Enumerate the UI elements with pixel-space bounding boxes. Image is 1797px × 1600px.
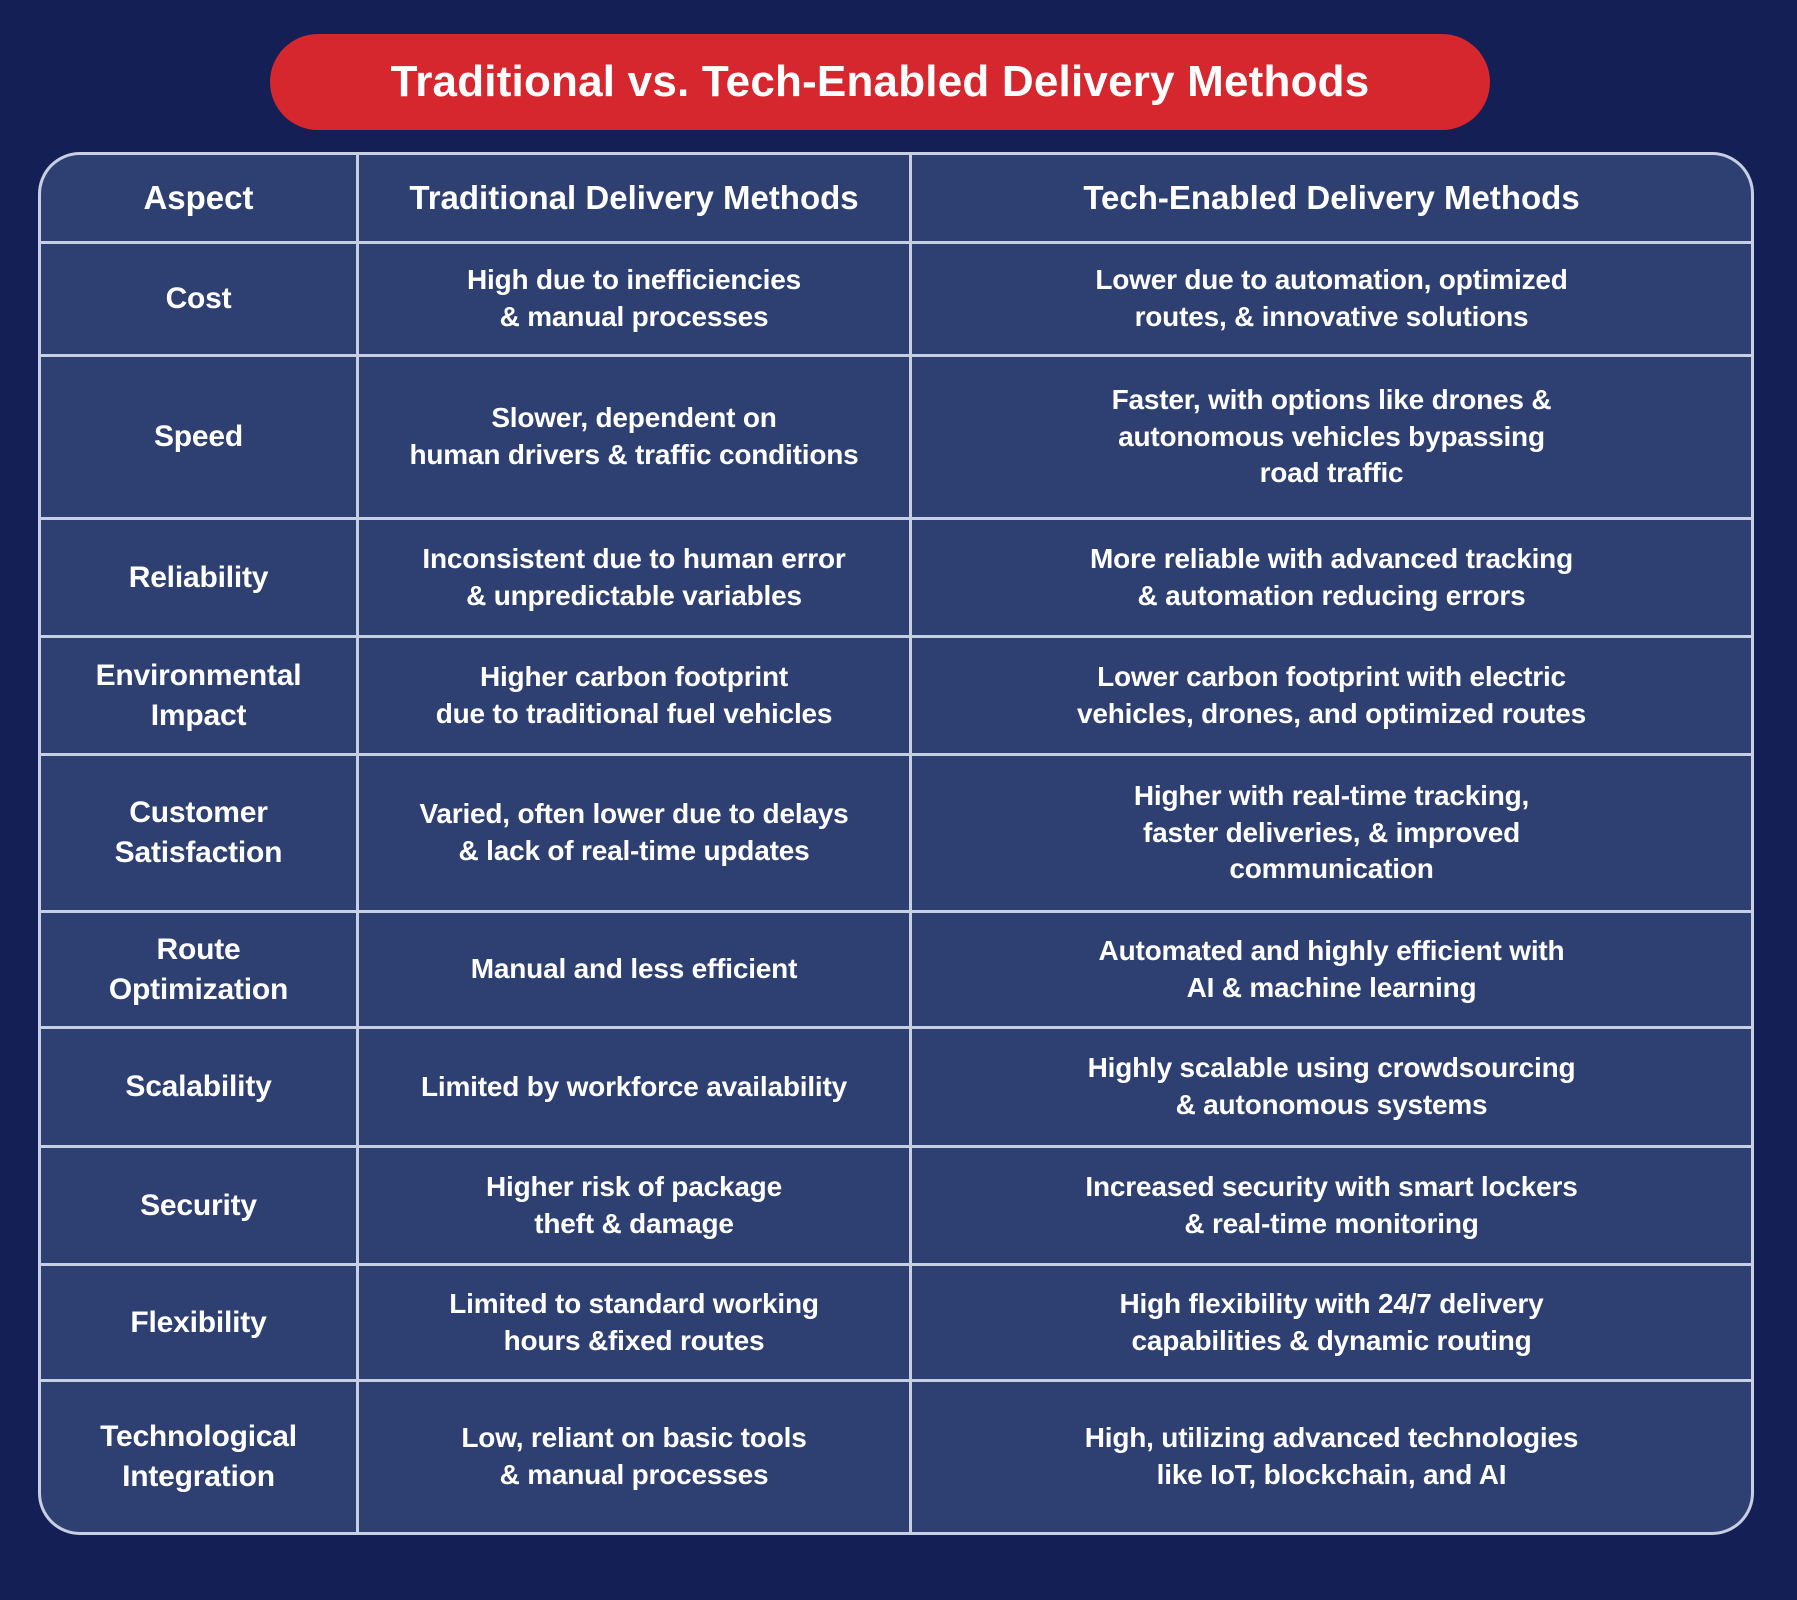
tech-enabled-cell: Higher with real-time tracking, faster d… <box>912 756 1751 910</box>
traditional-cell: Limited to standard working hours &fixed… <box>359 1266 909 1379</box>
aspect-label: Security <box>41 1148 356 1263</box>
aspect-label: Customer Satisfaction <box>41 756 356 910</box>
traditional-cell: Low, reliant on basic tools & manual pro… <box>359 1382 909 1532</box>
aspect-label: Reliability <box>41 520 356 635</box>
aspect-label: Cost <box>41 244 356 354</box>
tech-enabled-cell: More reliable with advanced tracking & a… <box>912 520 1751 635</box>
tech-enabled-cell: Highly scalable using crowdsourcing & au… <box>912 1029 1751 1145</box>
tech-enabled-cell: Lower due to automation, optimized route… <box>912 244 1751 354</box>
tech-enabled-cell: Faster, with options like drones & auton… <box>912 357 1751 517</box>
aspect-label: Speed <box>41 357 356 517</box>
tech-enabled-cell: High flexibility with 24/7 delivery capa… <box>912 1266 1751 1379</box>
traditional-cell: Inconsistent due to human error & unpred… <box>359 520 909 635</box>
traditional-cell: Limited by workforce availability <box>359 1029 909 1145</box>
column-header-tech: Tech-Enabled Delivery Methods <box>912 155 1751 241</box>
aspect-label: Environmental Impact <box>41 638 356 753</box>
traditional-cell: Slower, dependent on human drivers & tra… <box>359 357 909 517</box>
tech-enabled-cell: Lower carbon footprint with electric veh… <box>912 638 1751 753</box>
traditional-cell: High due to inefficiencies & manual proc… <box>359 244 909 354</box>
tech-enabled-cell: Increased security with smart lockers & … <box>912 1148 1751 1263</box>
traditional-cell: Higher risk of package theft & damage <box>359 1148 909 1263</box>
traditional-cell: Higher carbon footprint due to tradition… <box>359 638 909 753</box>
column-header-traditional: Traditional Delivery Methods <box>359 155 909 241</box>
aspect-label: Scalability <box>41 1029 356 1145</box>
aspect-label: Technological Integration <box>41 1382 356 1532</box>
aspect-label: Route Optimization <box>41 913 356 1026</box>
title-banner: Traditional vs. Tech-Enabled Delivery Me… <box>270 34 1490 130</box>
page-title: Traditional vs. Tech-Enabled Delivery Me… <box>390 57 1370 106</box>
column-header-aspect: Aspect <box>41 155 356 241</box>
aspect-label: Flexibility <box>41 1266 356 1379</box>
tech-enabled-cell: High, utilizing advanced technologies li… <box>912 1382 1751 1532</box>
comparison-table: Aspect Traditional Delivery Methods Tech… <box>38 152 1754 1535</box>
tech-enabled-cell: Automated and highly efficient with AI &… <box>912 913 1751 1026</box>
traditional-cell: Varied, often lower due to delays & lack… <box>359 756 909 910</box>
traditional-cell: Manual and less efficient <box>359 913 909 1026</box>
